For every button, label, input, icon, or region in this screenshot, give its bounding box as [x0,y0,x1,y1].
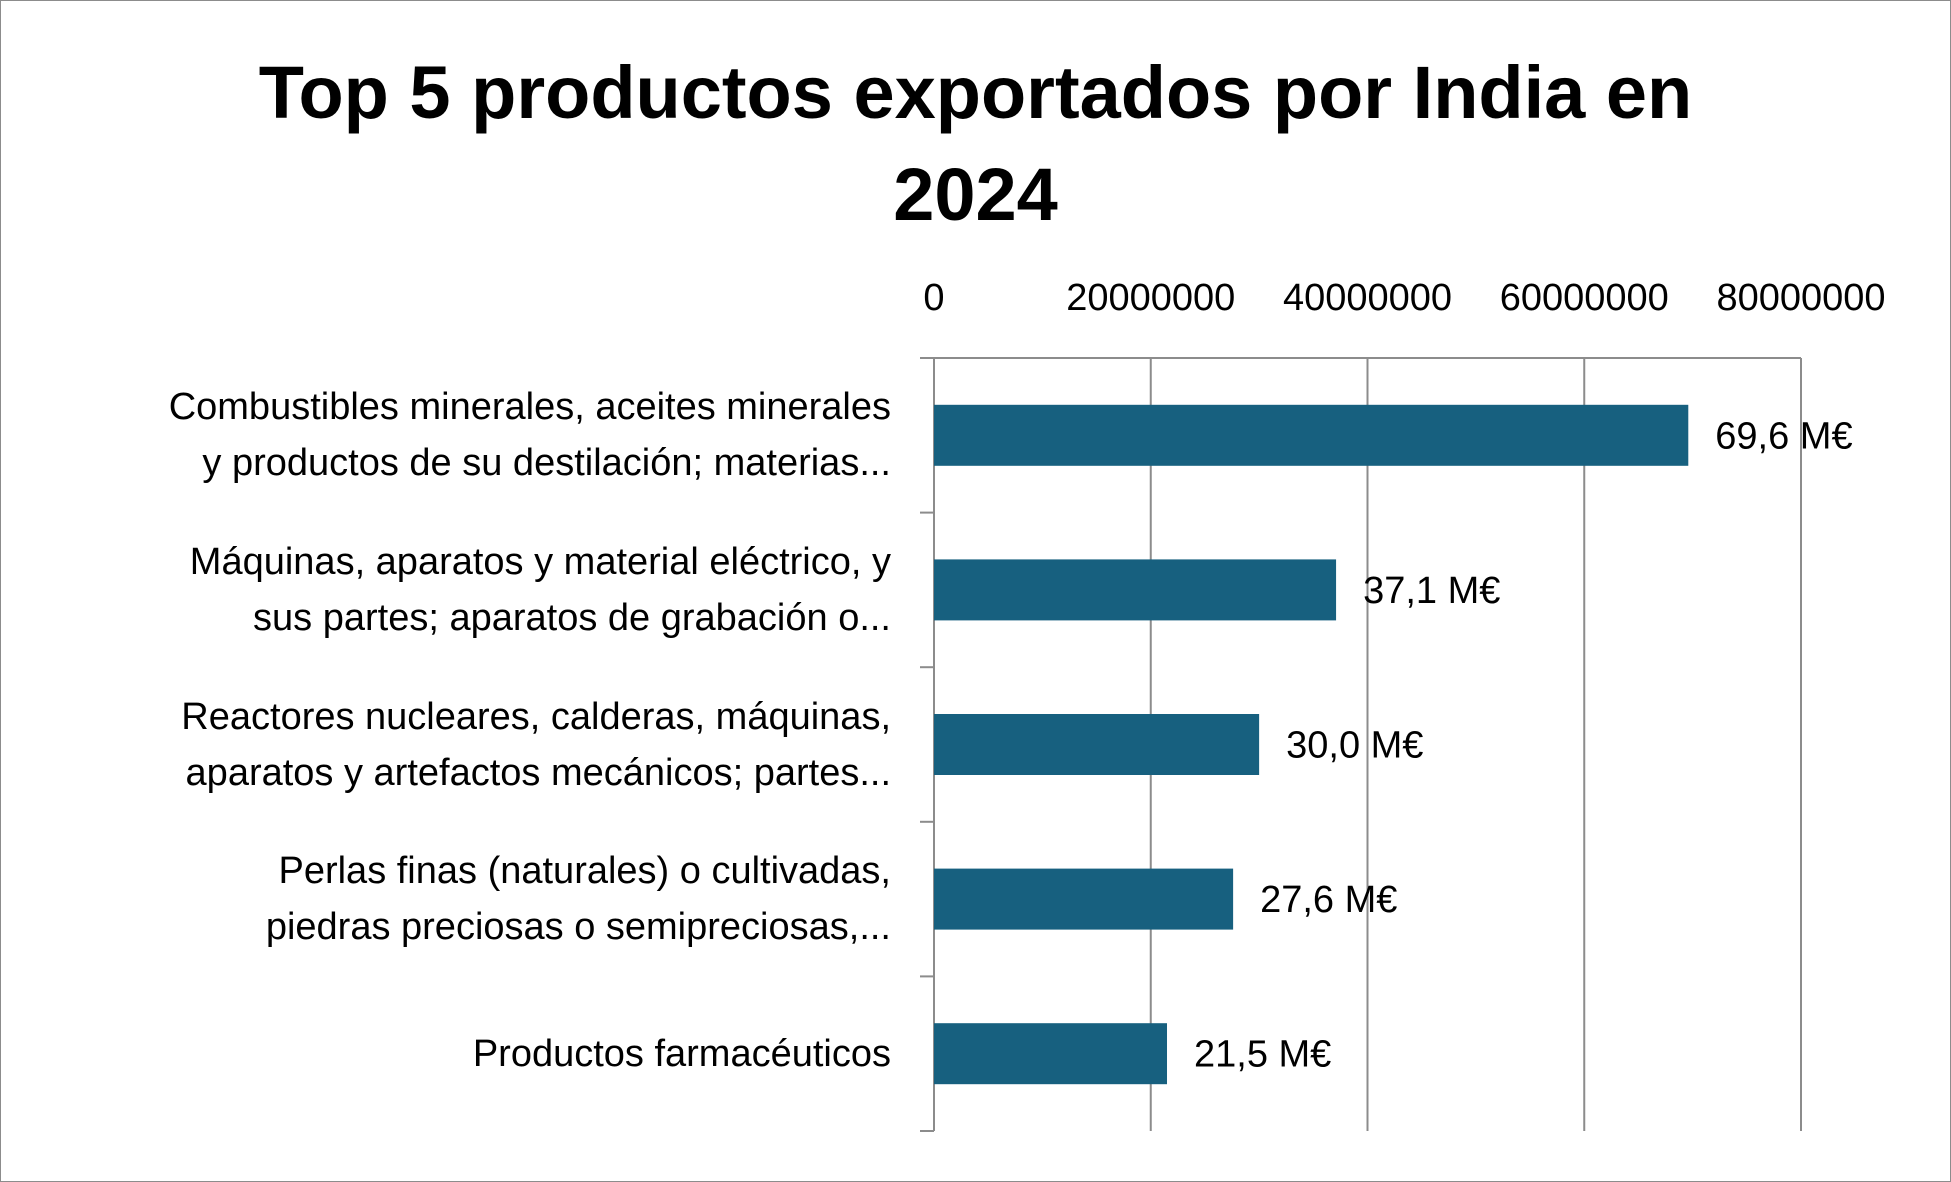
x-tick-label: 80000000 [1716,277,1885,319]
category-label-line: aparatos y artefactos mecánicos; partes.… [185,751,891,794]
bar [934,868,1234,930]
category-label: Productos farmacéuticos [0,1026,891,1082]
category-label-line: Máquinas, aparatos y material eléctrico,… [189,540,891,583]
data-label: 30,0 M€ [1286,725,1423,767]
category-label-line: piedras preciosas o semipreciosas,... [265,906,891,949]
bar [934,1023,1168,1085]
data-label: 27,6 M€ [1260,879,1397,921]
data-label: 37,1 M€ [1363,570,1500,612]
x-tick-label: 60000000 [1500,277,1669,319]
chart-title-line-1: Top 5 productos exportados por India en [258,51,1693,134]
category-label: Reactores nucleares, calderas, máquinas,… [0,689,891,801]
category-label-line: sus partes; aparatos de grabación o... [253,596,891,639]
category-label: Perlas finas (naturales) o cultivadas, pi… [0,843,891,955]
category-label-line: y productos de su destilación; materias.… [202,442,891,485]
category-label: Combustibles minerales, aceites minerale… [0,379,891,491]
category-label-line: Reactores nucleares, calderas, máquinas, [181,695,891,738]
bar [934,404,1689,466]
x-tick-label: 20000000 [1066,277,1235,319]
x-tick-label: 40000000 [1283,277,1452,319]
category-label-line: Productos farmacéuticos [472,1032,891,1075]
category-label: Máquinas, aparatos y material eléctrico,… [0,534,891,646]
category-label-line: Perlas finas (naturales) o cultivadas, [278,850,891,893]
chart-title-line-2: 2024 [893,153,1058,236]
category-label-line: Combustibles minerales, aceites minerale… [168,386,891,429]
data-label: 21,5 M€ [1194,1034,1331,1076]
chart-title: Top 5 productos exportados por India en … [0,42,1951,246]
data-label: 69,6 M€ [1715,415,1852,457]
bar [934,559,1337,621]
x-tick-label: 0 [923,277,944,319]
bar [934,714,1260,775]
